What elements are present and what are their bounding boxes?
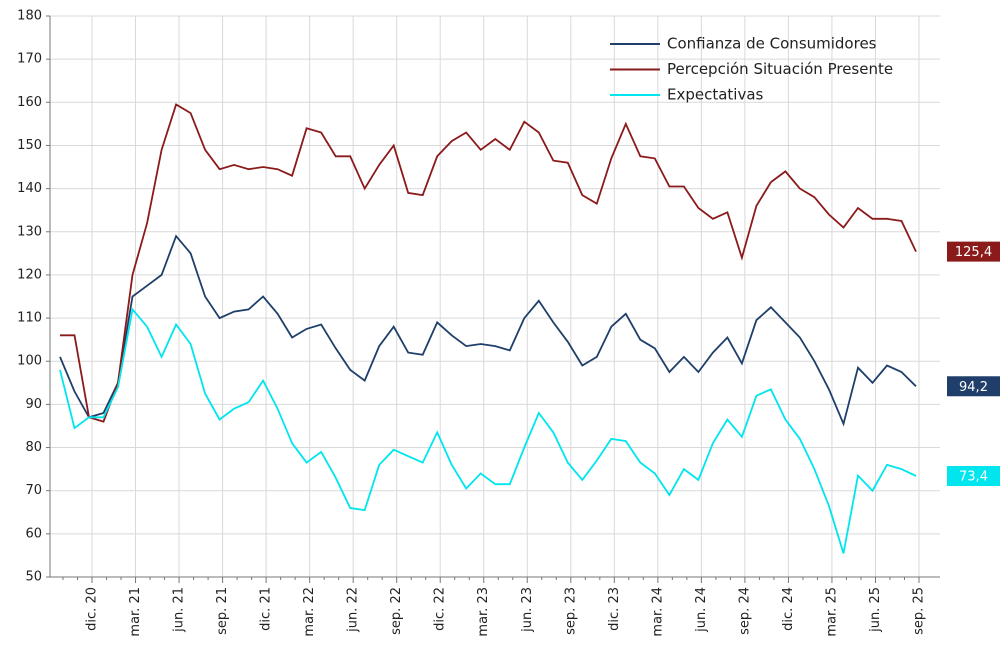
end-label-box	[947, 376, 1000, 397]
x-tick-label: jun. 24	[694, 587, 709, 633]
x-tick-label: dic. 20	[85, 587, 100, 631]
x-tick-label: mar. 24	[650, 587, 665, 637]
x-tick-label: jun. 25	[868, 587, 883, 633]
x-tick-label: mar. 25	[824, 587, 839, 637]
x-tick-label: sep. 24	[737, 587, 752, 635]
series-line	[59, 307, 917, 554]
x-tick-label: jun. 22	[346, 587, 361, 633]
x-tick-label: sep. 23	[563, 587, 578, 635]
x-tick-label: sep. 21	[215, 587, 230, 635]
y-tick-label: 130	[17, 224, 42, 239]
series-line	[60, 103, 917, 423]
end-label-box	[947, 241, 1000, 262]
x-tick-label: mar. 23	[476, 587, 491, 637]
end-label: 94,2	[959, 380, 988, 395]
y-tick-label: 110	[17, 311, 42, 326]
x-tick-label: dic. 22	[433, 587, 448, 631]
x-tick-label: jun. 21	[172, 587, 187, 633]
y-tick-label: 160	[17, 95, 42, 110]
y-tick-label: 70	[25, 483, 42, 498]
y-tick-label: 180	[17, 9, 42, 24]
x-tick-label: dic. 23	[607, 587, 622, 631]
y-tick-label: 90	[25, 397, 42, 412]
y-tick-label: 80	[25, 440, 42, 455]
x-tick-label: mar. 21	[128, 587, 143, 637]
series-line	[59, 234, 917, 427]
y-tick-label: 120	[17, 267, 42, 282]
y-tick-label: 50	[25, 570, 42, 585]
x-tick-label: dic. 21	[259, 587, 274, 631]
y-tick-label: 100	[17, 354, 42, 369]
x-tick-label: sep. 22	[389, 587, 404, 635]
y-tick-label: 60	[25, 526, 42, 541]
end-label: 125,4	[955, 245, 992, 260]
legend-label: Percepción Situación Presente	[667, 60, 893, 78]
legend-label: Confianza de Consumidores	[667, 35, 877, 53]
x-tick-label: jun. 23	[520, 587, 535, 633]
y-tick-label: 170	[17, 52, 42, 67]
x-tick-label: dic. 24	[781, 587, 796, 631]
end-label-box	[947, 466, 1000, 487]
y-tick-label: 140	[17, 181, 42, 196]
x-tick-label: sep. 25	[912, 587, 927, 635]
x-tick-label: mar. 22	[302, 587, 317, 637]
y-tick-label: 150	[17, 138, 42, 153]
end-label: 73,4	[959, 470, 988, 485]
legend-label: Expectativas	[667, 86, 764, 104]
